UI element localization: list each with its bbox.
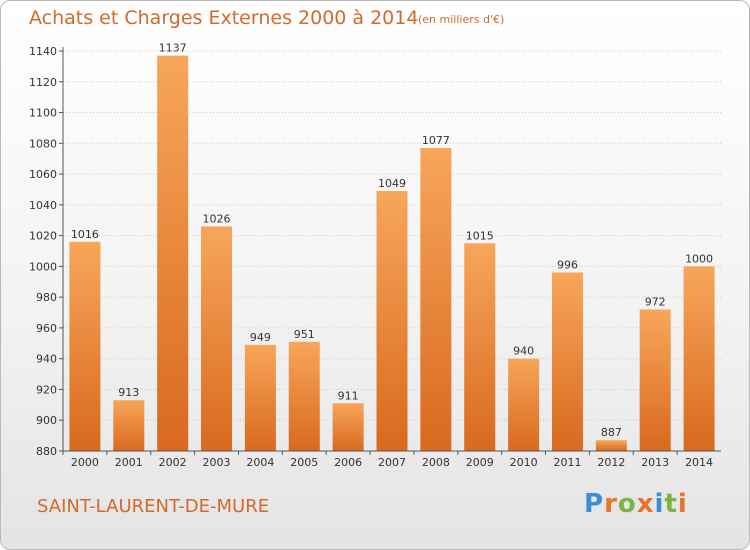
bar-2011 <box>551 272 583 451</box>
data-labels: 1016 913 1137 1026 949 951 911 1049 1077 1015 940 9… <box>71 42 713 440</box>
bar-2014 <box>683 266 715 451</box>
data-label: 913 <box>118 386 139 399</box>
x-tick-label: 2002 <box>159 456 187 469</box>
bar-2008 <box>420 147 452 451</box>
x-tick-label: 2012 <box>597 456 625 469</box>
bar-2004 <box>244 344 276 451</box>
logo-letter: t <box>664 489 678 519</box>
y-tick-label: 1040 <box>29 199 57 212</box>
bar-2003 <box>201 226 233 451</box>
logo-letter: x <box>636 489 655 519</box>
chart-subtitle: (en milliers d'€) <box>418 13 505 26</box>
y-tick-label: 1080 <box>29 137 57 150</box>
bar-2009 <box>464 243 496 451</box>
y-tick-label: 1000 <box>29 260 57 273</box>
x-tick-label: 2004 <box>246 456 274 469</box>
logo-letter: P <box>584 489 605 519</box>
bar-2000 <box>69 241 101 451</box>
data-label: 1077 <box>422 134 450 147</box>
x-tick-labels: 2000 2001 2002 2003 2004 2005 2006 2007 2008 2009… <box>71 456 713 469</box>
x-tick-label: 2014 <box>685 456 713 469</box>
x-tick-label: 2009 <box>466 456 494 469</box>
y-tick-label: 980 <box>36 291 57 304</box>
y-tick-label: 1140 <box>29 45 57 58</box>
y-tick-label: 1120 <box>29 76 57 89</box>
y-tick-label: 900 <box>36 414 57 427</box>
data-label: 1049 <box>378 177 406 190</box>
logo-letter: r <box>604 489 618 519</box>
x-tick-label: 2003 <box>203 456 231 469</box>
data-label: 911 <box>338 389 359 402</box>
y-tick-label: 1100 <box>29 107 57 120</box>
y-tick-label: 1020 <box>29 230 57 243</box>
bar-2013 <box>639 309 671 451</box>
y-tick-label: 940 <box>36 353 57 366</box>
place-name: SAINT-LAURENT-DE-MURE <box>37 496 270 517</box>
x-tick-label: 2013 <box>641 456 669 469</box>
data-label: 949 <box>250 331 271 344</box>
axes <box>62 47 721 455</box>
x-tick-label: 2005 <box>290 456 318 469</box>
data-label: 972 <box>645 295 666 308</box>
bar-2005 <box>288 341 320 451</box>
x-tick-label: 2011 <box>553 456 581 469</box>
x-tick-label: 2001 <box>115 456 143 469</box>
data-label: 1015 <box>466 229 494 242</box>
data-label: 1026 <box>203 212 231 225</box>
data-label: 996 <box>557 259 578 272</box>
x-tick-label: 2010 <box>510 456 538 469</box>
proxiti-logo[interactable]: Proxiti <box>584 489 688 519</box>
y-tick-label: 1060 <box>29 168 57 181</box>
data-label: 1137 <box>159 42 187 55</box>
chart-title: Achats et Charges Externes 2000 à 2014 <box>29 7 419 29</box>
x-tick-label: 2000 <box>71 456 99 469</box>
bar-2010 <box>508 358 540 451</box>
data-label: 951 <box>294 328 315 341</box>
bar-2006 <box>332 403 364 451</box>
bars <box>69 55 715 451</box>
data-label: 887 <box>601 426 622 439</box>
bar-2001 <box>113 400 145 451</box>
grid-lines <box>59 50 721 452</box>
y-tick-label: 960 <box>36 322 57 335</box>
bar-2012 <box>595 440 627 451</box>
y-tick-label: 920 <box>36 383 57 396</box>
y-tick-labels: 880 900 920 940 960 980 1000 1020 1040 1060 1080 11… <box>29 45 57 458</box>
logo-letter: o <box>617 489 637 519</box>
logo-letter: i <box>654 489 665 519</box>
data-label: 1016 <box>71 228 99 241</box>
data-label: 940 <box>513 345 534 358</box>
x-tick-label: 2008 <box>422 456 450 469</box>
bar-2002 <box>157 55 189 451</box>
data-label: 1000 <box>685 252 713 265</box>
x-tick-label: 2006 <box>334 456 362 469</box>
x-tick-label: 2007 <box>378 456 406 469</box>
bar-2007 <box>376 191 408 451</box>
y-tick-label: 880 <box>36 445 57 458</box>
logo-letter: i <box>677 489 688 519</box>
